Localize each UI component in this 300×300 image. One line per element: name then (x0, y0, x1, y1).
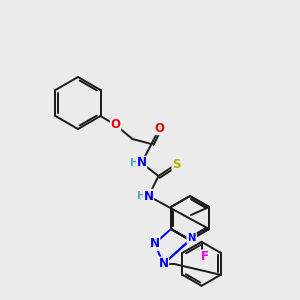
Text: F: F (200, 250, 208, 263)
Text: H: H (130, 158, 139, 168)
Text: N: N (158, 257, 169, 270)
Text: S: S (172, 158, 181, 170)
Text: N: N (188, 233, 196, 243)
Text: O: O (110, 118, 121, 131)
Text: N: N (150, 237, 160, 250)
Text: H: H (130, 158, 139, 168)
Text: N: N (136, 157, 146, 169)
Text: H: H (137, 191, 146, 201)
Text: N: N (158, 257, 169, 270)
Text: N: N (187, 233, 195, 243)
Text: S: S (172, 158, 181, 170)
Text: N: N (150, 237, 160, 250)
Text: O: O (110, 118, 121, 131)
Text: F: F (200, 250, 208, 263)
Text: N: N (143, 190, 154, 202)
Text: N: N (136, 157, 146, 169)
Text: H: H (137, 191, 146, 201)
Text: N: N (143, 190, 154, 202)
Text: O: O (154, 122, 164, 134)
Text: O: O (154, 122, 164, 134)
